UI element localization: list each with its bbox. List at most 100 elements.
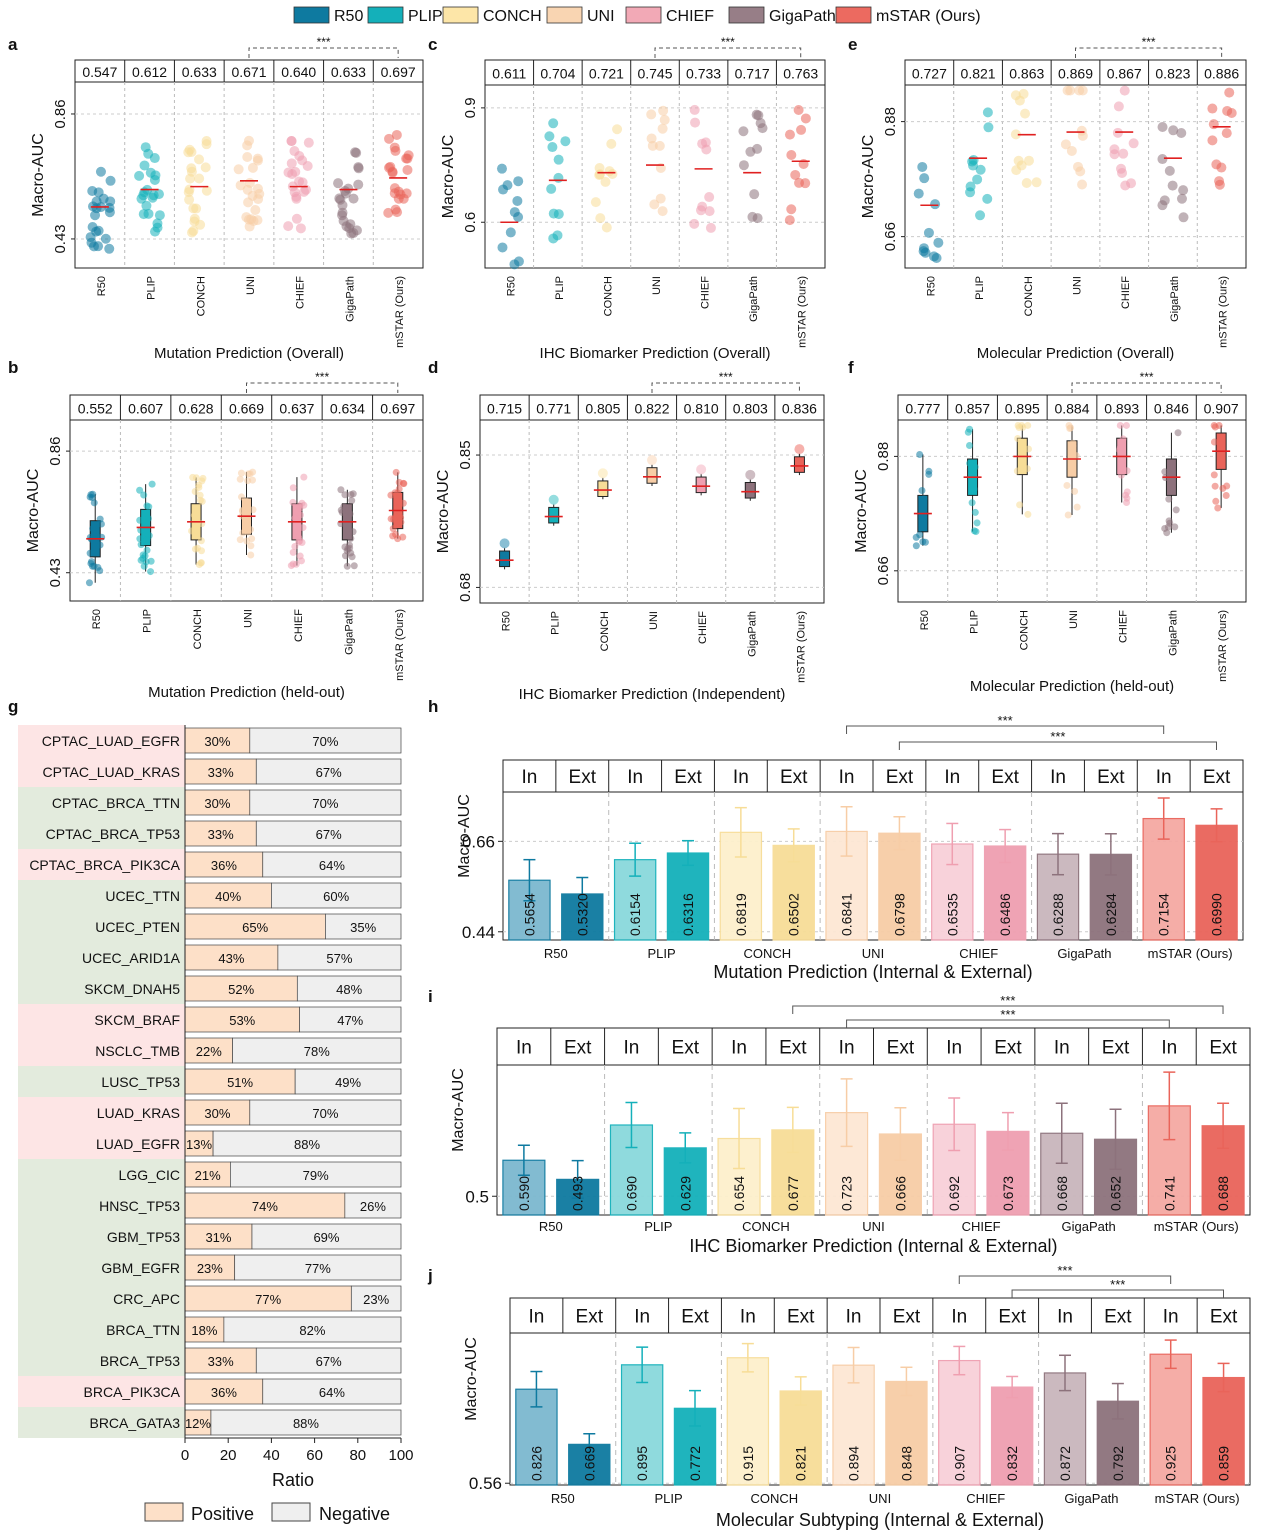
data-point bbox=[1207, 103, 1218, 114]
header-value-1: 0.607 bbox=[128, 401, 163, 417]
panel-e: e 0.727 0.821 0.863 0.869 0.867 0.823 0.886 *** 0… bbox=[848, 35, 1247, 362]
header-label-2: In bbox=[624, 1038, 640, 1059]
data-point bbox=[975, 210, 986, 221]
category-label-5: UCEC_TTN bbox=[105, 888, 180, 904]
negative-label-9: 47% bbox=[337, 1013, 363, 1028]
x-tick-label-4: CHIEF bbox=[700, 276, 712, 309]
data-point bbox=[198, 547, 206, 555]
positive-label-10: 22% bbox=[196, 1044, 222, 1059]
data-point bbox=[606, 138, 617, 149]
panel-f: f 0.777 0.857 0.895 0.884 0.893 0.846 0.907 *** 0… bbox=[848, 358, 1247, 695]
category-label-3: CPTAC_BRCA_TP53 bbox=[46, 826, 181, 842]
data-point bbox=[199, 474, 207, 482]
data-point bbox=[194, 173, 205, 184]
data-point bbox=[302, 160, 313, 171]
data-point bbox=[392, 530, 400, 538]
data-point bbox=[919, 538, 927, 546]
bar-value-label: 0.6154 bbox=[627, 893, 643, 936]
x-tick-label-0: R50 bbox=[539, 1219, 563, 1234]
data-point bbox=[553, 209, 564, 220]
data-point bbox=[349, 528, 357, 536]
negative-bar bbox=[249, 789, 402, 816]
data-point bbox=[968, 499, 976, 507]
legend-negative-swatch bbox=[271, 1502, 311, 1522]
header-label-1: Ext bbox=[576, 1307, 604, 1328]
data-point bbox=[97, 520, 105, 528]
x-tick-label-3: UNI bbox=[1068, 610, 1080, 629]
category-label-17: GBM_EGFR bbox=[101, 1260, 180, 1276]
header-label-5: Ext bbox=[787, 1307, 815, 1328]
x-tick-label-6: mSTAR (Ours) bbox=[1217, 610, 1229, 682]
legend-negative-label: Negative bbox=[319, 1504, 390, 1524]
y-tick-label-0: 0.56 bbox=[469, 1474, 502, 1493]
y-tick-label-1: 0.88 bbox=[875, 442, 892, 471]
bar-value-label: 0.821 bbox=[793, 1446, 809, 1481]
negative-bar bbox=[230, 1161, 402, 1188]
data-point bbox=[295, 538, 303, 546]
category-label-0: CPTAC_LUAD_EGFR bbox=[42, 733, 180, 749]
data-point bbox=[1122, 491, 1130, 499]
bar-value-label: 0.654 bbox=[731, 1176, 747, 1211]
significance-bracket bbox=[846, 1019, 1170, 1028]
plot-frame bbox=[479, 419, 825, 604]
data-point bbox=[964, 428, 972, 436]
negative-bar bbox=[325, 913, 402, 940]
data-point bbox=[794, 177, 805, 188]
positive-label-12: 30% bbox=[204, 1106, 230, 1121]
positive-label-8: 52% bbox=[228, 982, 254, 997]
x-tick-label-5: 100 bbox=[388, 1447, 413, 1464]
data-point bbox=[201, 185, 212, 196]
data-point bbox=[793, 104, 804, 115]
data-point bbox=[243, 197, 254, 208]
row-background bbox=[18, 1407, 185, 1438]
x-tick-label-2: CONCH bbox=[1023, 276, 1035, 316]
legend-label-5: GigaPath bbox=[769, 8, 836, 25]
bar-value-label: 0.894 bbox=[846, 1446, 862, 1481]
negative-label-16: 69% bbox=[313, 1230, 339, 1245]
header-value-4: 0.893 bbox=[1104, 401, 1139, 417]
header-value-5: 0.803 bbox=[733, 401, 768, 417]
data-point bbox=[916, 450, 924, 458]
x-tick-label-2: CONCH bbox=[750, 1491, 798, 1506]
data-point bbox=[1163, 529, 1171, 537]
data-point bbox=[399, 499, 407, 507]
data-point bbox=[337, 210, 348, 221]
header-label-11: Ext bbox=[1104, 1307, 1132, 1328]
category-label-12: LUAD_KRAS bbox=[97, 1105, 180, 1121]
data-point bbox=[242, 140, 253, 151]
x-axis-label: Molecular Prediction (held-out) bbox=[970, 678, 1174, 695]
bar-value-label: 0.832 bbox=[1004, 1446, 1020, 1481]
negative-label-1: 67% bbox=[316, 765, 342, 780]
bar-value-label: 0.6990 bbox=[1209, 893, 1225, 936]
data-point bbox=[190, 511, 198, 519]
data-point bbox=[705, 222, 716, 233]
category-label-8: SKCM_DNAH5 bbox=[84, 981, 180, 997]
header-value-6: 0.836 bbox=[782, 401, 817, 417]
data-point bbox=[790, 169, 801, 180]
data-point bbox=[1023, 465, 1031, 473]
x-tick-label-0: R50 bbox=[501, 611, 513, 631]
header-label-11: Ext bbox=[1102, 1038, 1130, 1059]
negative-bar bbox=[299, 1006, 402, 1033]
row-background bbox=[18, 880, 185, 911]
header-label-9: Ext bbox=[991, 767, 1019, 788]
data-point bbox=[965, 181, 976, 192]
data-point bbox=[236, 536, 244, 544]
panel-letter: d bbox=[428, 358, 438, 377]
positive-bar bbox=[184, 1006, 300, 1033]
data-point bbox=[88, 241, 99, 252]
data-point bbox=[546, 183, 557, 194]
bar-value-label: 0.652 bbox=[1108, 1176, 1124, 1211]
y-axis-label: Macro-AUC bbox=[30, 133, 47, 217]
data-point bbox=[1024, 445, 1032, 453]
negative-label-22: 88% bbox=[293, 1416, 319, 1431]
negative-bar bbox=[350, 1285, 402, 1312]
x-axis-label: IHC Biomarker Prediction (Internal & Ext… bbox=[689, 1236, 1057, 1256]
data-point bbox=[1224, 87, 1235, 98]
positive-bar bbox=[184, 1161, 231, 1188]
header-value-6: 0.697 bbox=[380, 401, 415, 417]
negative-label-8: 48% bbox=[336, 982, 362, 997]
data-point bbox=[85, 579, 93, 587]
data-point bbox=[923, 227, 934, 238]
data-point bbox=[982, 107, 993, 118]
